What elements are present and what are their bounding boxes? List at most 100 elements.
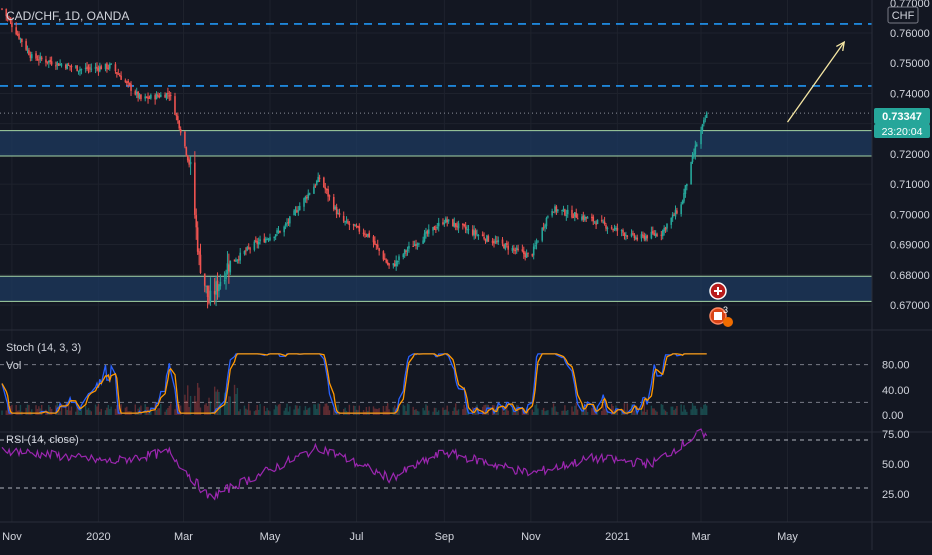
candle-body [87,68,90,70]
volume-bar [610,404,613,415]
volume-bar [394,405,396,415]
volume-bar [673,410,675,415]
stoch-tick-label: 40.00 [882,385,910,397]
symbol-title[interactable]: CAD/CHF, 1D, OANDA [6,9,129,23]
candle-body [481,234,484,237]
dashed-levels [0,23,872,114]
candle-body [194,162,196,215]
candle-body [225,273,227,280]
volume-title[interactable]: Vol [6,360,21,372]
volume-bar [700,407,702,415]
candle-body [463,224,466,227]
volume-bar [189,395,192,415]
volume-bar [636,406,638,415]
volume-bar [109,408,111,415]
candle-body [147,96,149,99]
plus-marker-icon[interactable] [709,282,727,300]
candle-body [228,264,230,272]
candle-body [186,155,189,161]
candle-body [602,221,604,223]
candle-body [46,61,49,63]
countdown-value: 23:20:04 [882,126,923,138]
candle-body [701,124,704,131]
volume-bar [605,408,607,415]
price-tick-label: 0.69000 [890,240,930,252]
volume-bar [219,402,222,415]
candle-body [418,243,420,245]
candle-body [50,61,53,65]
volume-bar [544,411,546,415]
candle-body [405,250,407,252]
volume-bar [49,406,51,415]
stoch-title[interactable]: Stoch (14, 3, 3) [6,342,81,354]
volume-bar [585,408,587,415]
volume-bar [534,405,536,415]
time-axis[interactable]: Nov 2020 Mar May Jul Sep Nov 2021 Mar May [2,531,798,543]
volume-bar [77,406,80,415]
volume-bar [165,409,168,415]
volume-bar [452,410,454,415]
candle-body [557,209,559,212]
volume-bar [690,409,692,415]
candle-body [374,241,376,245]
candle-body [493,241,495,244]
volume-bar [307,408,309,415]
volume-bar [90,411,93,415]
candle-body [11,22,13,28]
candle-body [205,285,207,287]
volume-bar [208,397,210,415]
event-marker-icon[interactable]: 3 [709,305,733,327]
volume-bar [671,406,674,415]
volume-bar [249,410,251,415]
volume-bar [442,407,444,415]
candle-body [487,236,490,242]
candle-body [704,118,707,120]
volume-bar [248,403,250,415]
candle-body [382,251,385,260]
candle-body [157,94,159,97]
candle-body [263,238,266,243]
candle-body [293,210,295,216]
candle-body [49,59,52,62]
candle-body [640,234,643,239]
candle-body [274,234,277,237]
rsi-title[interactable]: RSI (14, close) [6,434,79,446]
volume-bar [527,409,529,415]
candle-body [223,280,226,282]
volume-bar [236,387,239,415]
volume-bar [701,408,704,415]
volume-bar [204,404,206,415]
volume-bar [185,400,188,415]
volume-bar [423,410,426,415]
candle-body [344,221,346,223]
drawings [786,40,846,123]
volume-bar [70,406,73,415]
candle-body [515,247,518,251]
candle-body [483,236,485,239]
candle-body [686,183,688,187]
candle-body [94,66,97,69]
volume-bar [304,406,307,415]
candle-body [314,185,317,187]
candle-body [462,223,464,226]
candle-body [357,226,359,228]
candle-body [257,241,260,245]
volume-bar [436,411,438,415]
candle-body [99,66,101,72]
candle-body [185,147,188,155]
volume-bar [354,406,356,415]
volume-bar [616,408,619,415]
candle-body [565,214,568,216]
volume-bar [228,396,230,415]
candle-body [384,258,386,260]
candle-body [259,239,261,242]
candle-body [226,263,229,274]
volume-bar [276,406,278,415]
candle-body [90,68,93,70]
stoch-d-line [1,353,707,414]
currency-badge[interactable] [887,6,919,24]
candle-body [323,177,325,187]
candle-body [38,59,40,61]
candle-body [297,210,300,212]
